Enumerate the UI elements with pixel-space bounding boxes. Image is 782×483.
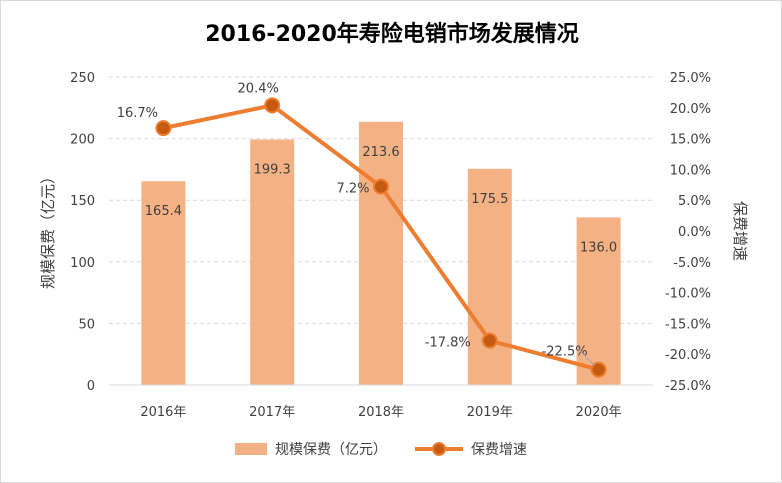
bar-value-label: 165.4	[145, 204, 182, 219]
legend-bar-swatch	[235, 443, 267, 455]
right-axis: 25.0% 20.0% 15.0% 10.0% 5.0% 0.0% -5.0% -10.0% -…	[665, 71, 711, 394]
y-tick-label: 50	[78, 317, 95, 332]
y-tick-label: 100	[70, 256, 95, 271]
y2-tick-label: -5.0%	[673, 256, 711, 271]
growth-marker-1	[264, 97, 281, 114]
growth-marker-2	[373, 178, 389, 195]
growth-value-label: -22.5%	[542, 345, 588, 360]
x-tick-label: 2018年	[358, 405, 404, 420]
bar-value-label: 136.0	[580, 240, 617, 255]
bar-value-label: 213.6	[362, 145, 399, 160]
growth-value-label: 7.2%	[336, 182, 369, 197]
bar-series	[141, 121, 621, 386]
y2-tick-label: -15.0%	[665, 317, 711, 332]
x-tick-label: 2016年	[140, 405, 186, 420]
bar-1	[250, 139, 295, 385]
y-tick-label: 200	[70, 133, 95, 148]
chart-title: 2016-2020年寿险电销市场发展情况	[205, 21, 579, 47]
y2-tick-label: 20.0%	[670, 102, 711, 117]
y2-tick-label: 15.0%	[670, 133, 711, 148]
growth-marker-3	[481, 332, 498, 349]
legend-line-label: 保费增速	[471, 442, 527, 458]
legend-line-marker	[432, 442, 446, 456]
bar-4	[576, 217, 621, 385]
legend: 规模保费（亿元） 保费增速	[235, 442, 527, 458]
line-series	[155, 97, 607, 378]
y2-tick-label: 5.0%	[678, 194, 711, 209]
y2-tick-label: 10.0%	[670, 163, 711, 178]
bar-0	[141, 181, 186, 385]
y2-tick-label: 0.0%	[678, 225, 711, 240]
x-tick-label: 2020年	[576, 405, 622, 420]
bar-2	[359, 121, 403, 386]
y-tick-label: 150	[70, 194, 95, 209]
label-leader-line	[578, 349, 595, 366]
data-labels: 165.4 199.3 213.6 175.5 136.0 16.7% 20.4% 7.2% -…	[117, 81, 617, 366]
bar-3	[467, 168, 512, 385]
y2-tick-label: -20.0%	[665, 348, 711, 363]
x-axis: 2016年 2017年 2018年 2019年 2020年	[109, 384, 653, 420]
y-tick-label: 250	[70, 71, 95, 86]
legend-bar-label: 规模保费（亿元）	[275, 442, 387, 458]
bar-value-label: 175.5	[471, 192, 508, 207]
x-tick-label: 2019年	[467, 405, 513, 420]
growth-marker-4	[590, 361, 607, 378]
growth-value-label: 16.7%	[117, 106, 158, 121]
y2-tick-label: 25.0%	[670, 71, 711, 86]
growth-marker-0	[155, 120, 172, 137]
bar-value-label: 199.3	[254, 162, 291, 177]
y-axis-label: 规模保费（亿元）	[39, 169, 57, 289]
y-tick-label: 0	[87, 379, 95, 394]
y2-axis-label: 保费增速	[731, 201, 749, 261]
growth-value-label: 20.4%	[238, 81, 279, 96]
x-tick-label: 2017年	[249, 405, 295, 420]
y2-tick-label: -25.0%	[665, 379, 711, 394]
growth-value-label: -17.8%	[425, 336, 471, 351]
left-axis: 0 50 100 150 200 250	[70, 71, 95, 394]
y2-tick-label: -10.0%	[665, 287, 711, 302]
